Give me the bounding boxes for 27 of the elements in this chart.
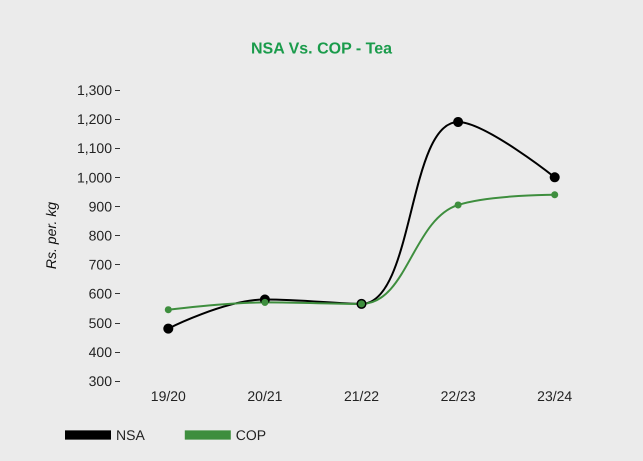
- point: [551, 191, 558, 198]
- y-tick-label: 500: [88, 314, 112, 331]
- y-tick-label: 1,100: [76, 140, 112, 156]
- y-tick-label: 300: [88, 373, 112, 389]
- x-tick-label: 21/22: [344, 388, 380, 404]
- y-tick-label: 900: [88, 198, 112, 214]
- y-tick-label: 1,000: [76, 169, 112, 186]
- y-tick-label: 600: [88, 286, 112, 302]
- y-tick-label: 700: [88, 256, 112, 273]
- legend-label: COP: [236, 427, 266, 443]
- point: [164, 306, 172, 314]
- point: [550, 172, 560, 182]
- chart-title: NSA Vs. COP - Tea: [250, 40, 392, 58]
- point: [454, 201, 462, 208]
- point: [163, 324, 174, 334]
- legend-label: NSA: [116, 427, 146, 443]
- point: [261, 298, 268, 306]
- y-tick-label: 800: [88, 228, 112, 244]
- point: [453, 117, 464, 128]
- y-tick-label: 1,300: [76, 82, 112, 98]
- x-tick-label: 19/20: [150, 388, 186, 404]
- x-tick-label: 20/21: [247, 388, 283, 404]
- x-tick-label: 22/23: [440, 388, 476, 404]
- y-axis-title: Rs. per. kg: [43, 202, 59, 270]
- x-tick-label: 23/24: [537, 388, 572, 404]
- y-tick-label: 1,200: [76, 111, 112, 128]
- y-tick-label: 400: [88, 344, 112, 360]
